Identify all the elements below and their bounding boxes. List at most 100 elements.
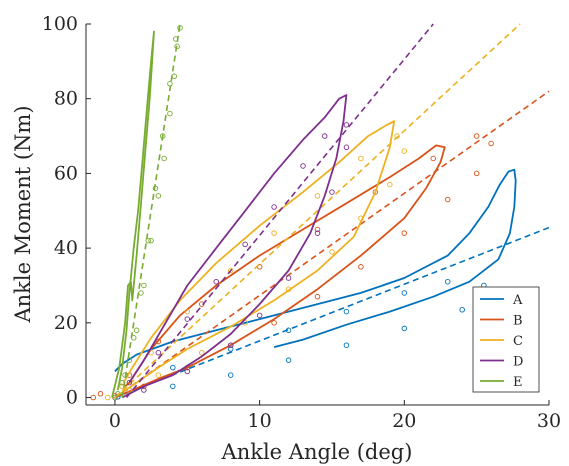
model-point-d <box>213 278 219 285</box>
model-point-a <box>444 278 451 285</box>
x-tick-label: 20 <box>392 410 416 432</box>
model-point-b <box>314 226 321 233</box>
model-point-d <box>184 316 191 322</box>
plot-series <box>90 23 550 401</box>
model-point-d <box>242 241 248 248</box>
model-point-c <box>242 320 248 326</box>
model-point-e <box>172 36 179 42</box>
model-point-b <box>444 196 451 203</box>
model-point-a <box>285 327 292 334</box>
model-point-a <box>170 364 176 371</box>
fit-line-c <box>114 23 521 399</box>
model-point-d <box>141 387 147 393</box>
x-tick-label: 0 <box>109 410 121 432</box>
model-point-d <box>314 230 321 236</box>
model-point-c <box>387 181 393 188</box>
model-point-a <box>227 372 234 378</box>
model-point-d <box>285 275 292 281</box>
legend-label-c: C <box>513 334 523 349</box>
model-point-e <box>152 185 159 192</box>
ticks: 0 10 20 30 0 20 40 60 80 100 <box>42 13 561 432</box>
series-b <box>90 90 550 401</box>
model-point-c <box>314 193 321 199</box>
model-point-e <box>161 155 167 162</box>
model-point-d <box>300 163 306 169</box>
y-tick-label: 60 <box>54 162 78 184</box>
x-axis-label: Ankle Angle (deg) <box>221 440 413 464</box>
model-point-c <box>394 133 400 139</box>
x-tick-label: 30 <box>537 410 561 432</box>
model-point-e <box>174 43 180 50</box>
x-tick-label: 10 <box>248 410 272 432</box>
y-axis-label: Ankle Moment (Nm) <box>11 105 35 323</box>
model-point-b <box>473 170 480 177</box>
legend-label-e: E <box>513 375 523 390</box>
y-tick-label: 100 <box>42 13 78 35</box>
model-point-a <box>343 308 350 315</box>
model-point-a <box>285 357 292 363</box>
model-point-e <box>138 290 144 296</box>
y-tick-label: 80 <box>54 88 78 110</box>
fit-line-b <box>114 90 550 399</box>
model-point-a <box>459 307 465 313</box>
model-point-d <box>343 144 350 151</box>
model-point-e <box>145 237 151 244</box>
series-a <box>114 168 550 400</box>
model-point-a <box>401 290 408 296</box>
model-point-d <box>184 368 191 375</box>
model-point-e <box>167 110 173 117</box>
legend-label-b: B <box>513 314 523 329</box>
model-point-b <box>97 391 104 397</box>
model-point-c <box>155 372 162 378</box>
model-point-a <box>401 325 408 332</box>
model-point-d <box>329 189 335 195</box>
legend-label-a: A <box>512 293 523 308</box>
model-point-d <box>126 379 133 386</box>
model-point-c <box>104 394 111 401</box>
model-point-c <box>401 148 408 154</box>
series-d <box>112 23 434 401</box>
model-point-e <box>141 282 147 289</box>
y-tick-label: 20 <box>54 312 78 334</box>
y-tick-label: 40 <box>54 237 78 259</box>
measured-line-a <box>114 168 517 373</box>
model-point-e <box>122 372 128 378</box>
measured-line-c <box>114 120 396 399</box>
measured-line-d <box>121 94 348 399</box>
model-point-e <box>171 73 178 80</box>
legend-label-d: D <box>513 355 523 370</box>
model-point-c <box>271 230 277 236</box>
model-point-b <box>401 230 408 236</box>
model-point-a <box>170 383 176 390</box>
model-point-e <box>155 193 162 199</box>
model-point-b <box>314 293 321 300</box>
model-point-e <box>133 327 140 334</box>
model-point-e <box>126 357 133 363</box>
model-point-a <box>343 342 350 348</box>
model-point-e <box>159 133 166 139</box>
model-point-e <box>177 24 183 31</box>
model-point-d <box>271 204 277 210</box>
model-point-b <box>271 320 277 326</box>
model-point-e <box>115 391 121 397</box>
model-point-c <box>358 155 364 162</box>
series-e <box>111 23 183 401</box>
model-point-c <box>198 349 205 356</box>
y-tick-label: 0 <box>66 387 78 409</box>
model-point-b <box>358 264 364 270</box>
model-point-b <box>430 155 437 162</box>
fit-line-d <box>125 23 434 399</box>
model-point-d <box>227 342 234 348</box>
model-point-e <box>167 81 173 87</box>
model-point-e <box>130 335 137 341</box>
model-point-c <box>227 267 234 274</box>
measured-line-e <box>111 30 155 398</box>
axes <box>85 24 549 406</box>
measured-line-b <box>114 144 446 399</box>
model-point-d <box>256 312 263 319</box>
model-point-a <box>227 346 234 352</box>
model-point-c <box>184 308 191 315</box>
